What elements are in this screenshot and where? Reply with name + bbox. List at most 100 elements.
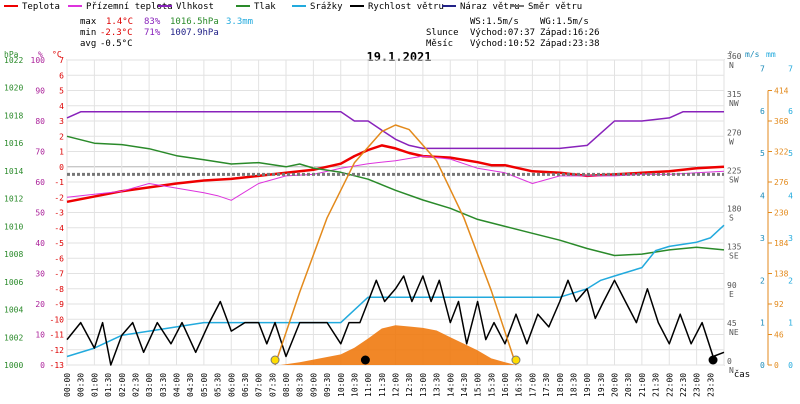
tick-label: 6: [788, 107, 793, 116]
x-tick-label: 18:30: [569, 373, 578, 397]
x-tick-label: 02:00: [118, 373, 127, 397]
x-tick-label: 19:00: [583, 373, 592, 397]
x-axis: 00:00 00:30 01:00 01:30 02:00 02:30 03:00 03:30…: [63, 373, 715, 397]
tick-label: -1: [54, 178, 64, 187]
tick-label: 70: [35, 148, 45, 157]
x-tick-label: 17:00: [528, 373, 537, 397]
tick-label: -7: [54, 270, 64, 279]
x-tick-label: 01:00: [90, 373, 99, 397]
tick-label: 1018: [4, 111, 23, 120]
x-tick-label: 02:30: [131, 373, 140, 397]
tick-label: -10: [50, 315, 65, 324]
x-tick-label: 10:30: [350, 373, 359, 397]
info-sun-set: Západ:16:26: [540, 28, 600, 38]
axis-unit-wind: m/s: [745, 50, 760, 59]
tick-label: 1: [788, 319, 793, 328]
tick-label: 276: [774, 178, 789, 187]
tick-label: 50: [35, 209, 45, 218]
tick-label: 0: [788, 361, 793, 370]
tick-label: 0: [59, 163, 64, 172]
tick-label: 46: [774, 331, 784, 340]
x-tick-label: 06:30: [241, 373, 250, 397]
tick-label: 1000: [4, 361, 23, 370]
legend-entry: Rychlost větru: [350, 2, 444, 12]
series-line: [274, 124, 517, 366]
x-tick-label: 13:30: [433, 373, 442, 397]
tick-label: 1004: [4, 306, 23, 315]
series-area: [280, 325, 516, 365]
legend: Teplota Přízemní teplota Vlhkost Tlak Srážky…: [4, 2, 582, 12]
info-sun-rise: Východ:07:37: [470, 28, 535, 38]
x-tick-label: 20:00: [611, 373, 620, 397]
tick-label: E: [729, 290, 734, 299]
tick-label: 225: [727, 166, 742, 175]
legend-label: Náraz větru: [460, 2, 520, 12]
info-ws: WS:1.5m/s: [470, 17, 519, 27]
tick-label: 0: [760, 361, 765, 370]
tick-label: W: [729, 137, 734, 146]
tick-label: 1012: [4, 195, 23, 204]
tick-label: 315: [727, 90, 742, 99]
tick-label: 90: [727, 281, 737, 290]
tick-label: 100: [31, 56, 46, 65]
series-line: [66, 224, 725, 358]
x-tick-label: 03:30: [159, 373, 168, 397]
tick-label: 1002: [4, 333, 23, 342]
stats-max-hum: 83%: [144, 17, 161, 27]
tick-label: NW: [729, 99, 739, 108]
tick-label: N: [729, 61, 734, 70]
tick-label: 30: [35, 270, 45, 279]
x-tick-label: 09:30: [323, 373, 332, 397]
x-tick-label: 15:00: [474, 373, 483, 397]
axis-unit-dir: °: [728, 50, 733, 59]
tick-label: -4: [54, 224, 64, 233]
x-tick-label: 00:30: [77, 373, 86, 397]
sun-marker: [511, 355, 521, 365]
stats-max-press: 1016.5hPa: [170, 17, 219, 27]
x-tick-label: 16:00: [501, 373, 510, 397]
x-tick-label: 11:00: [364, 373, 373, 397]
legend-label: Tlak: [254, 2, 276, 12]
tick-label: 368: [774, 117, 789, 126]
tick-label: 360: [727, 52, 742, 61]
x-tick-label: 14:00: [446, 373, 455, 397]
axis-unit-temp: °C: [52, 50, 62, 59]
series-line: [66, 275, 725, 366]
tick-label: 2: [788, 276, 793, 285]
x-tick-label: 01:30: [104, 373, 113, 397]
x-tick-label: 00:00: [63, 373, 72, 397]
info-moon-set: Západ:23:38: [540, 39, 600, 49]
tick-label: 1020: [4, 84, 23, 93]
tick-label: 0: [774, 361, 779, 370]
chart-title: 19.1.2021: [366, 50, 431, 64]
x-tick-label: 10:00: [337, 373, 346, 397]
tick-label: 1016: [4, 139, 23, 148]
tick-label: -12: [50, 346, 65, 355]
tick-label: 3: [788, 234, 793, 243]
x-tick-label: 19:30: [597, 373, 606, 397]
x-tick-label: 04:30: [186, 373, 195, 397]
x-tick-label: 05:30: [214, 373, 223, 397]
axis-rain: 0 1 2 3 4 5 6 7: [788, 64, 793, 370]
axis-unit-hpa: hPa: [4, 50, 19, 59]
x-tick-label: 08:30: [296, 373, 305, 397]
tick-label: 414: [774, 87, 789, 96]
tick-label: 6: [760, 107, 765, 116]
stats-max-rain: 3.3mm: [226, 17, 253, 27]
stats-min-press: 1007.9hPa: [170, 28, 219, 38]
tick-label: 138: [774, 270, 789, 279]
axis-unit-pct: %: [38, 50, 43, 59]
x-tick-label: 07:00: [255, 373, 264, 397]
tick-label: 5: [788, 149, 793, 158]
moon-marker: [360, 355, 370, 365]
tick-label: 135: [727, 243, 742, 252]
tick-label: 4: [59, 102, 64, 111]
tick-label: 1022: [4, 56, 23, 65]
axes: 1000100210041006100810101012101410161018…: [4, 50, 793, 375]
stats-min-label: min: [80, 28, 96, 38]
tick-label: 1: [760, 319, 765, 328]
legend-entry: Náraz větru: [442, 2, 520, 12]
x-tick-label: 17:30: [542, 373, 551, 397]
tick-label: 1: [59, 148, 64, 157]
